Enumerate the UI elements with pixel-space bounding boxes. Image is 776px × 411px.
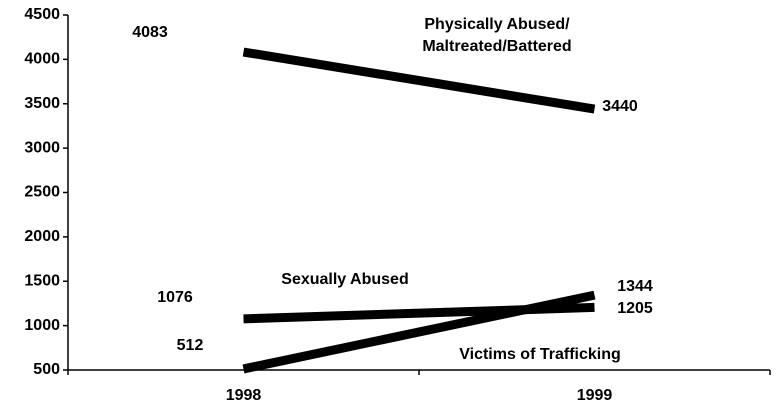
data-label: 512 bbox=[177, 337, 204, 354]
y-tick-label: 2000 bbox=[24, 228, 60, 245]
series-label: Sexually Abused bbox=[281, 271, 409, 288]
y-tick-label: 3500 bbox=[24, 95, 60, 112]
data-label: 3440 bbox=[602, 98, 638, 115]
series-label: Physically Abused/ Maltreated/Battered bbox=[422, 16, 572, 55]
x-tick-label: 1999 bbox=[577, 387, 613, 404]
data-label: 1076 bbox=[157, 289, 193, 306]
y-tick-label: 1500 bbox=[24, 272, 60, 289]
y-tick-label: 4500 bbox=[24, 6, 60, 23]
series-label: Victims of Trafficking bbox=[459, 346, 621, 363]
y-tick-label: 500 bbox=[33, 361, 60, 378]
data-label: 1344 bbox=[617, 278, 653, 295]
series-line bbox=[242, 290, 596, 374]
y-tick-label: 3000 bbox=[24, 139, 60, 156]
y-tick-label: 2500 bbox=[24, 184, 60, 201]
data-label: 4083 bbox=[132, 24, 168, 41]
data-label: 1205 bbox=[617, 300, 653, 317]
x-tick-label: 1998 bbox=[226, 387, 262, 404]
series-line bbox=[242, 47, 596, 114]
y-tick-label: 1000 bbox=[24, 317, 60, 334]
y-tick-label: 4000 bbox=[24, 51, 60, 68]
